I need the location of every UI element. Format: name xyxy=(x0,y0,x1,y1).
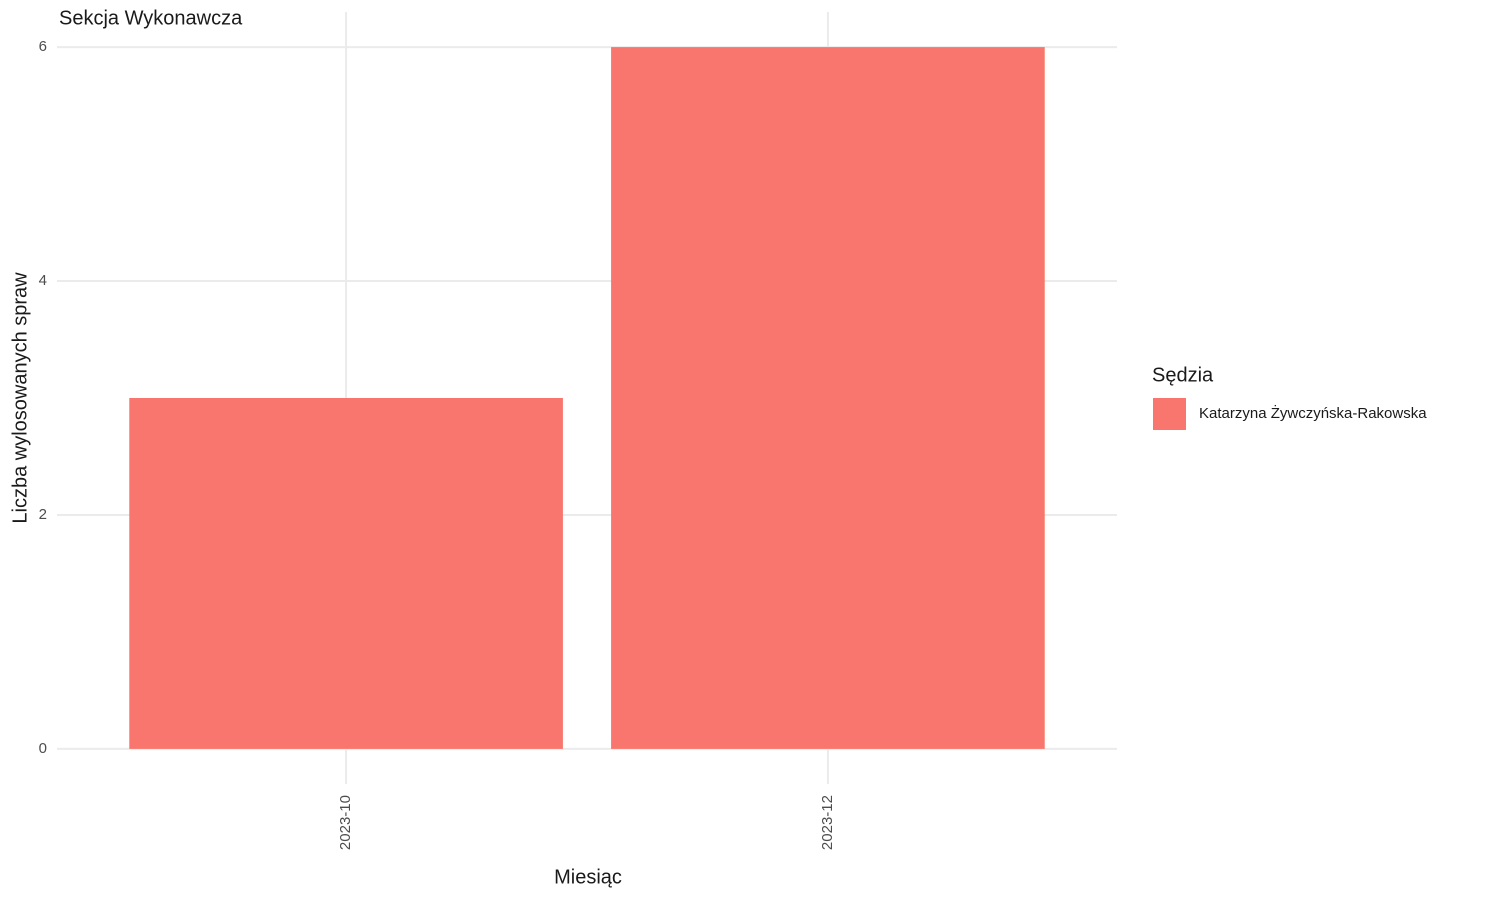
legend-label: Katarzyna Żywczyńska-Rakowska xyxy=(1199,404,1427,422)
x-tick-label: 2023-12 xyxy=(819,795,836,850)
y-axis-label: Liczba wylosowanych spraw xyxy=(9,272,31,524)
y-tick-label: 6 xyxy=(39,38,47,55)
legend-key xyxy=(1153,398,1186,430)
y-tick-label: 2 xyxy=(39,506,47,523)
bar xyxy=(129,398,563,749)
y-tick-label: 0 xyxy=(39,740,47,757)
chart-title: Sekcja Wykonawcza xyxy=(59,7,243,29)
bar xyxy=(611,47,1045,749)
legend-title: Sędzia xyxy=(1152,364,1214,386)
x-axis-label: Miesiąc xyxy=(554,866,622,888)
y-tick-label: 4 xyxy=(39,272,47,289)
x-tick-label: 2023-10 xyxy=(337,795,354,850)
